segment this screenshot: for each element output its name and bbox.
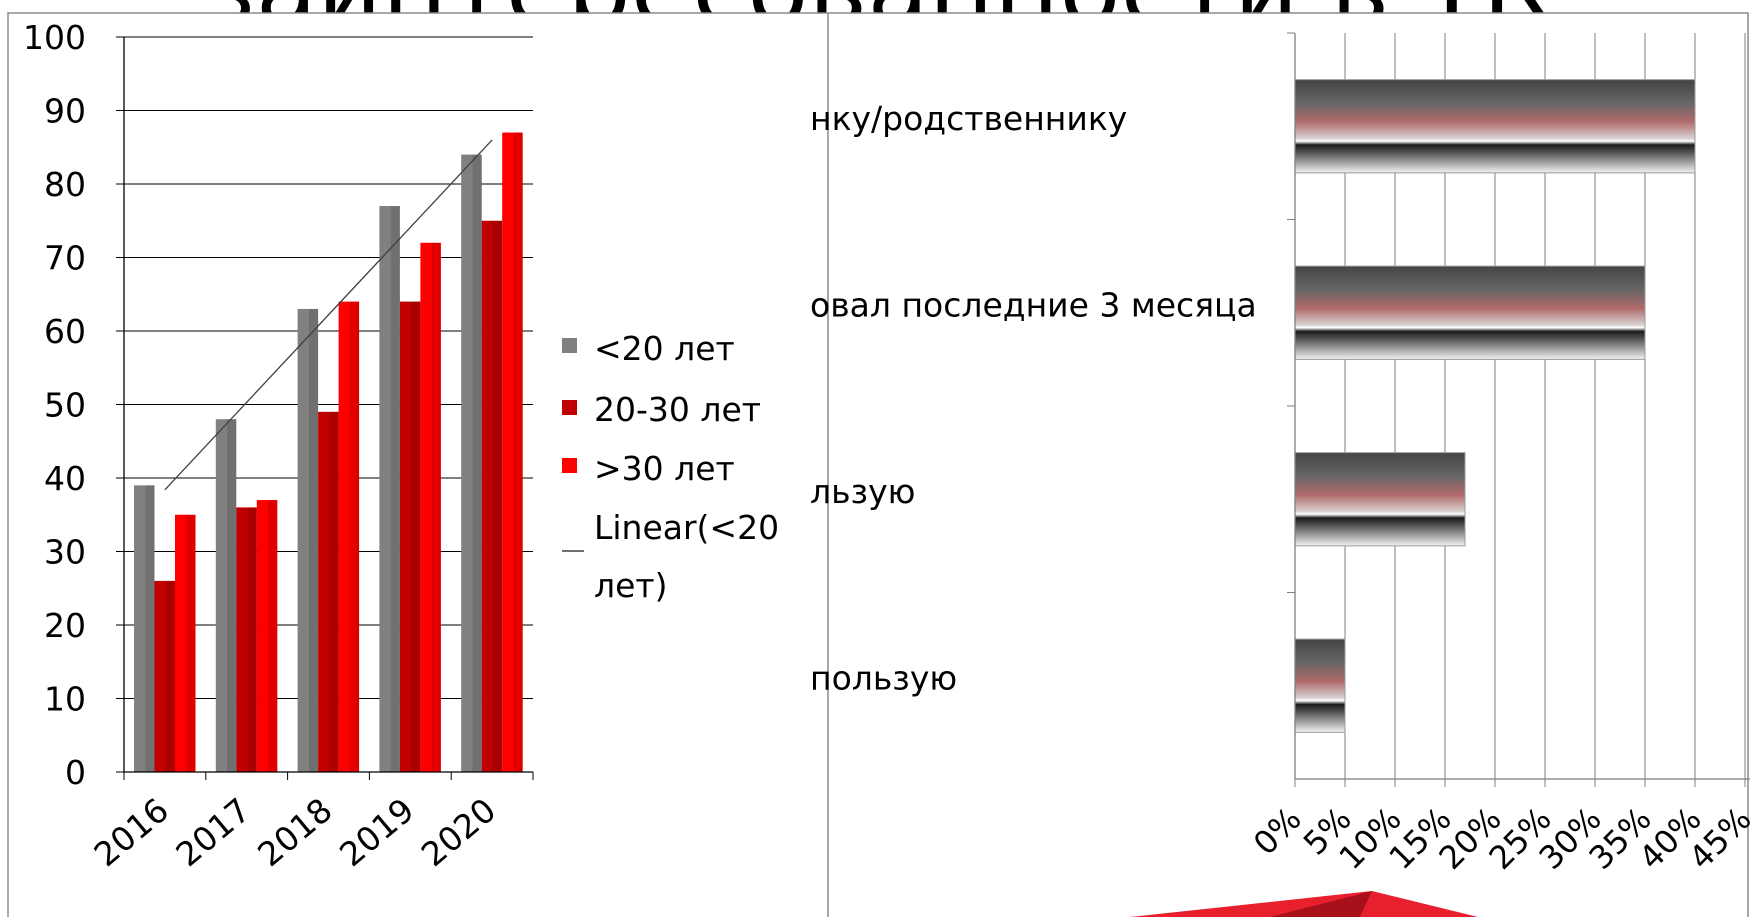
legend-item-20-30: 20-30 лет xyxy=(562,390,761,429)
bar-30лет-2019 xyxy=(420,242,441,773)
right-category-label: пользую xyxy=(810,658,957,697)
bar-shade xyxy=(513,132,523,773)
left-y-tick-label: 100 xyxy=(23,18,86,57)
bar-20лет-2019 xyxy=(379,206,400,773)
legend-label-20-30: 20-30 лет xyxy=(594,390,761,429)
left-y-tick-label: 30 xyxy=(44,533,86,572)
right-bars xyxy=(1294,79,1696,733)
legend-item-gt30: >30 лет xyxy=(562,449,735,488)
bar-20-30лет-2019 xyxy=(399,301,421,772)
bar-shade xyxy=(492,220,503,772)
legend-label-lt20: <20 лет xyxy=(594,329,735,368)
hbar-2 xyxy=(1294,265,1646,360)
left-y-tick-label: 90 xyxy=(44,92,86,131)
left-y-tick-labels: 0 10 20 30 40 50 60 70 80 90 100 xyxy=(23,18,86,792)
legend-label-trend-line1: Linear(<20 xyxy=(594,508,779,547)
right-bar-chart: нку/родственнику овал последние 3 месяца л… xyxy=(810,32,1756,877)
bar-30лет-2017 xyxy=(256,500,278,772)
right-category-labels: нку/родственнику овал последние 3 месяца л… xyxy=(810,99,1257,697)
legend-item-lt20: <20 лет xyxy=(562,329,735,368)
left-y-tick-label: 70 xyxy=(44,239,86,278)
bar-shade xyxy=(411,301,421,772)
right-category-label: льзую xyxy=(810,472,915,511)
bar-shade xyxy=(247,507,257,772)
bar-shade xyxy=(186,514,196,772)
legend-label-gt30: >30 лет xyxy=(594,449,735,488)
bar-20-30лет-2016 xyxy=(154,580,175,772)
bar-shade xyxy=(145,485,155,772)
bar-30лет-2018 xyxy=(338,301,360,772)
decorative-red-arrow-shape xyxy=(1130,891,1478,917)
bar-20-30лет-2017 xyxy=(236,507,257,772)
bar-shade xyxy=(268,500,278,772)
left-y-tick-label: 0 xyxy=(65,753,86,792)
bar-20лет-2018 xyxy=(297,308,319,772)
bar-shade xyxy=(431,242,441,773)
legend-swatch-gt30 xyxy=(562,458,577,473)
bar-20-30лет-2020 xyxy=(481,220,503,772)
bar-shade xyxy=(349,301,360,772)
bar-30лет-2016 xyxy=(175,514,196,772)
bar-shade xyxy=(227,419,237,772)
hbar-4 xyxy=(1294,638,1346,733)
right-axes xyxy=(1294,33,1750,780)
bar-20лет-2016 xyxy=(134,485,155,772)
bar-shade xyxy=(472,154,482,773)
trendline xyxy=(164,139,493,491)
legend-label-trend-line2: лет) xyxy=(594,566,668,605)
legend-swatch-20-30 xyxy=(562,400,577,415)
bar-shade xyxy=(308,308,319,772)
bar-20лет-2017 xyxy=(215,419,237,772)
hbar-1 xyxy=(1294,79,1696,174)
left-y-tick-label: 50 xyxy=(44,386,86,425)
right-category-label: овал последние 3 месяца xyxy=(810,285,1257,324)
right-category-label: нку/родственнику xyxy=(810,99,1127,138)
legend-swatch-lt20 xyxy=(562,338,577,353)
bar-20-30лет-2018 xyxy=(318,411,339,772)
left-y-tick-label: 60 xyxy=(44,312,86,351)
legend: <20 лет 20-30 лет >30 лет Linear(<20 лет… xyxy=(562,329,779,605)
bar-shade xyxy=(329,411,339,772)
left-y-tick-label: 20 xyxy=(44,606,86,645)
bar-20лет-2020 xyxy=(461,154,482,773)
legend-item-trend: Linear(<20 лет) xyxy=(562,508,779,605)
left-y-tick-label: 10 xyxy=(44,680,86,719)
bar-shade xyxy=(390,206,400,773)
bar-30лет-2020 xyxy=(502,132,523,773)
left-y-tick-label: 80 xyxy=(44,165,86,204)
left-bars xyxy=(134,132,523,773)
bar-shade xyxy=(165,580,175,772)
left-y-tick-label: 40 xyxy=(44,459,86,498)
left-axes xyxy=(123,37,533,773)
hbar-3 xyxy=(1294,452,1466,547)
